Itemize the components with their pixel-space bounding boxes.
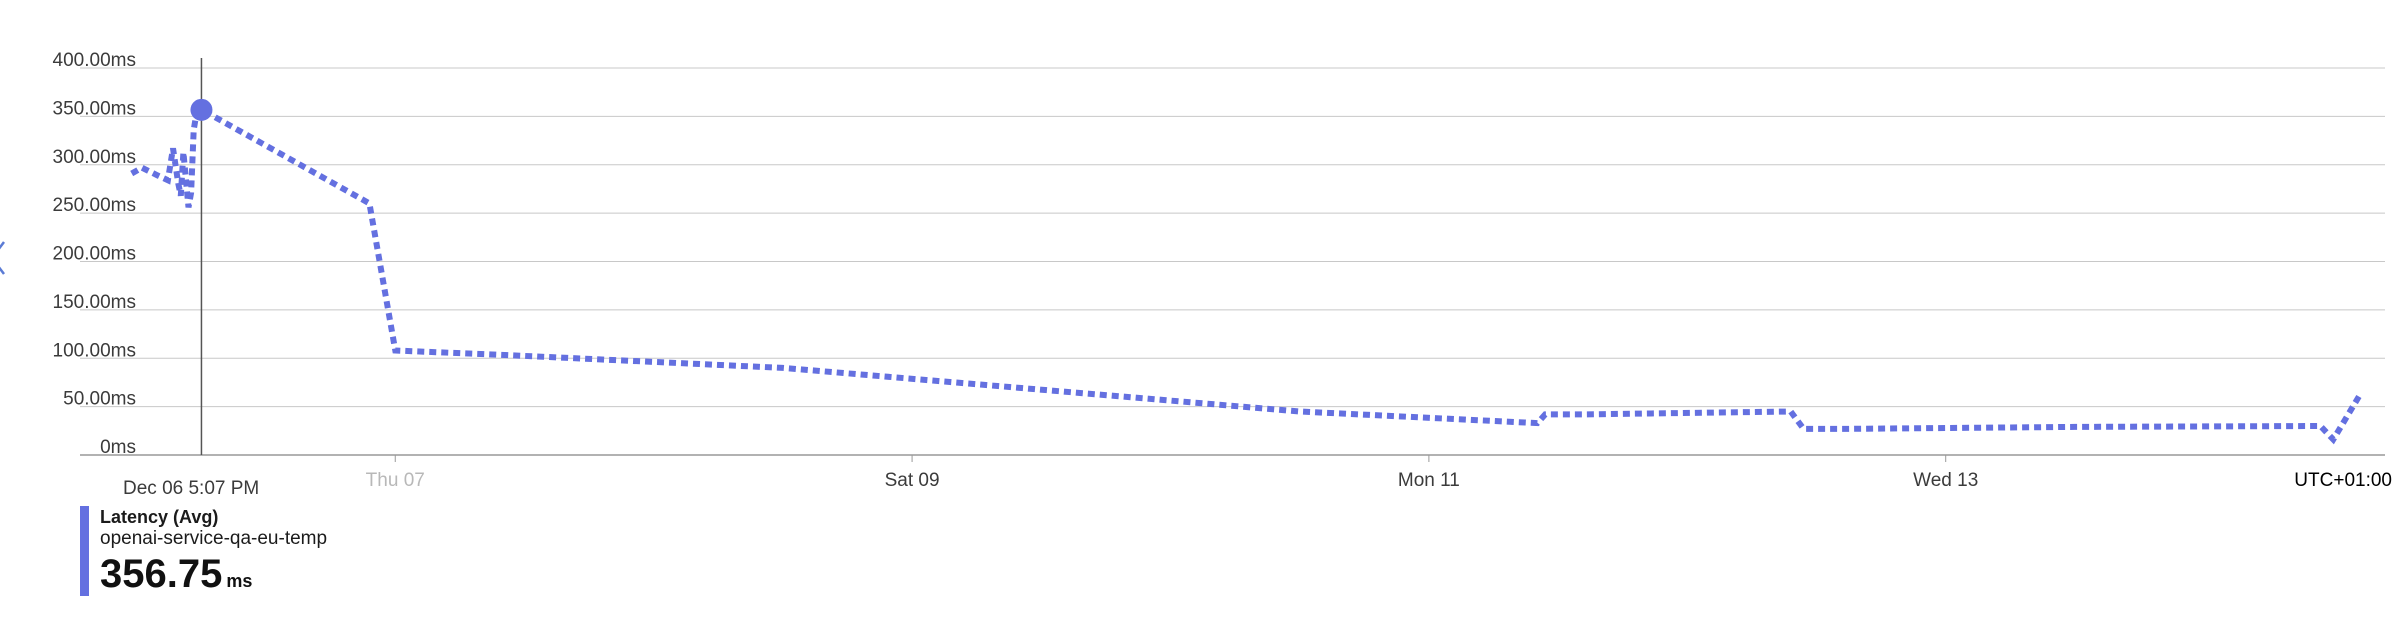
legend-resource-name: openai-service-qa-eu-temp <box>100 528 328 549</box>
chevron-left-icon[interactable] <box>0 238 12 278</box>
legend-unit: ms <box>226 571 253 591</box>
x-axis-ticks: Thu 07 Sat 09 Mon 11 Wed 13 <box>366 455 1978 491</box>
y-tick-label: 300.00ms <box>53 147 136 168</box>
y-tick-label: 200.00ms <box>53 244 136 265</box>
y-tick-label: 0ms <box>100 437 136 458</box>
x-tick-label: Wed 13 <box>1913 470 1978 491</box>
x-tick-label: Mon 11 <box>1398 470 1460 491</box>
y-tick-label: 150.00ms <box>53 292 136 313</box>
y-tick-label: 100.00ms <box>53 340 136 361</box>
y-tick-label: 50.00ms <box>63 389 136 410</box>
chart-legend[interactable]: Latency (Avg) openai-service-qa-eu-temp … <box>80 506 327 596</box>
series-line-latency <box>130 105 2362 445</box>
cursor-timestamp-label: Dec 06 5:07 PM <box>123 478 259 499</box>
y-tick-label: 250.00ms <box>53 195 136 216</box>
latency-chart: 0ms 50.00ms 100.00ms 150.00ms 200.00ms 250.00… <box>53 50 2392 499</box>
y-axis-ticks: 0ms 50.00ms 100.00ms 150.00ms 200.00ms 250.00… <box>53 50 136 458</box>
timezone-label: UTC+01:00 <box>2294 470 2392 491</box>
hover-cursor-point <box>190 98 213 121</box>
legend-color-swatch <box>80 506 89 596</box>
legend-value: 356.75 <box>100 552 223 596</box>
chart-grid <box>80 67 2385 456</box>
x-tick-label: Sat 09 <box>885 470 940 491</box>
y-tick-label: 350.00ms <box>53 98 136 119</box>
x-tick-label: Thu 07 <box>366 470 425 491</box>
y-tick-label: 400.00ms <box>53 50 136 71</box>
legend-metric-name: Latency (Avg) <box>100 507 219 527</box>
